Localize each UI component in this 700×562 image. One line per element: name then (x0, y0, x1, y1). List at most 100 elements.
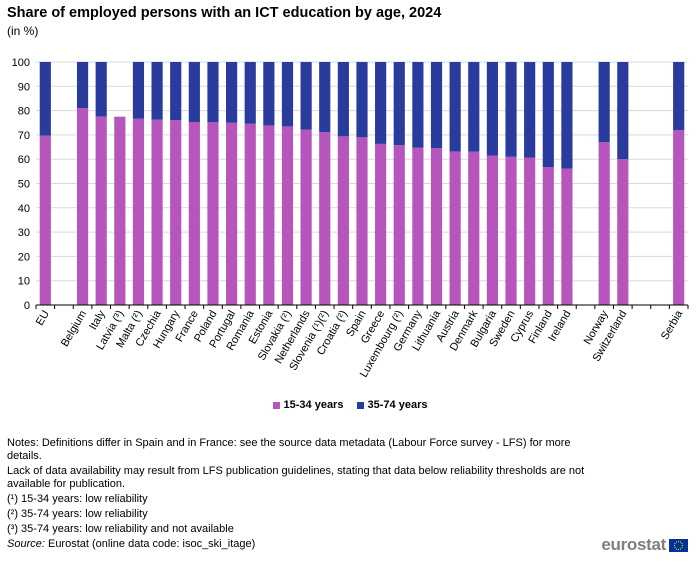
bar-15-34 (524, 157, 536, 305)
bar-15-34 (505, 156, 517, 305)
bar-15-34 (449, 151, 461, 305)
bar-15-34 (76, 108, 89, 305)
footnote-2: (²) 35-74 years: low reliability (7, 508, 148, 520)
bar-35-74 (673, 62, 685, 131)
y-tick-label: 90 (18, 81, 30, 93)
bar-35-74 (170, 62, 182, 121)
bar-15-34 (598, 142, 610, 305)
bar-15-34 (226, 122, 238, 305)
source-label: Source: (7, 538, 45, 550)
x-tick-label: EU (34, 308, 52, 327)
flag-star (677, 540, 680, 542)
bar-15-34 (281, 126, 294, 306)
bar-35-74 (468, 62, 480, 152)
bar-35-74 (244, 62, 256, 124)
flag-star (674, 542, 676, 544)
bar-15-34 (151, 119, 163, 305)
bar-15-34 (319, 132, 331, 305)
y-tick-label: 30 (18, 227, 30, 239)
y-tick-label: 80 (18, 106, 30, 118)
legend-label-35-74: 35-74 years (367, 399, 428, 411)
y-tick-label: 10 (18, 276, 30, 288)
bar-35-74 (337, 62, 349, 137)
bar-35-74 (486, 62, 498, 156)
eurostat-logo: eurostat (601, 535, 688, 555)
bar-35-74 (561, 62, 573, 169)
bar-15-34 (468, 151, 480, 305)
eu-flag-icon (669, 538, 688, 552)
bar-15-34 (561, 168, 573, 305)
bar-15-34 (375, 143, 387, 305)
bar-15-34 (132, 118, 145, 305)
legend-swatch-15-34 (272, 401, 280, 409)
eurostat-wordmark: eurostat (601, 535, 666, 554)
bar-35-74 (505, 62, 517, 157)
y-tick-label: 50 (18, 179, 30, 191)
bar-15-34 (207, 122, 219, 305)
flag-star (675, 547, 678, 550)
bar-15-34 (356, 137, 368, 305)
chart-title: Share of employed persons with an ICT ed… (7, 5, 442, 21)
chart-notes: Notes: Definitions differ in Spain and i… (7, 437, 597, 553)
bar-15-34 (300, 129, 312, 305)
note-definitions: Notes: Definitions differ in Spain and i… (7, 437, 571, 462)
bar-15-34 (244, 123, 256, 305)
bar-35-74 (412, 62, 424, 148)
y-tick-label: 40 (18, 203, 30, 215)
bar-35-74 (449, 62, 461, 152)
bar-35-74 (76, 62, 89, 109)
y-tick-label: 60 (18, 154, 30, 166)
y-tick-label: 0 (24, 300, 30, 312)
y-tick-label: 20 (18, 251, 30, 263)
bar-35-74 (319, 62, 331, 133)
x-tick-label: Serbia (659, 308, 686, 342)
bar-35-74 (263, 62, 275, 126)
flag-star (681, 542, 683, 544)
bar-35-74 (226, 62, 238, 123)
bar-35-74 (393, 62, 405, 146)
bar-15-34 (617, 159, 629, 305)
flag-star (679, 547, 682, 550)
bar-35-74 (375, 62, 387, 144)
bar-35-74 (617, 62, 629, 160)
source-text: Eurostat (online data code: isoc_ski_ita… (44, 538, 256, 550)
legend-label-15-34: 15-34 years (283, 399, 344, 411)
bar-35-74 (207, 62, 219, 123)
bar-35-74 (281, 62, 294, 127)
bar-15-34 (188, 122, 200, 305)
bar-35-74 (151, 62, 163, 120)
legend-item-35-74: 35-74 years (356, 399, 428, 411)
flag-star (681, 544, 684, 546)
bar-15-34 (542, 167, 554, 305)
note-availability: Lack of data availability may result fro… (7, 465, 585, 490)
bars (39, 62, 685, 306)
flag-star (679, 540, 682, 543)
bar-35-74 (524, 62, 536, 158)
legend-item-15-34: 15-34 years (272, 399, 344, 411)
bar-15-34 (39, 135, 51, 305)
bar-35-74 (542, 62, 554, 168)
bar-15-34 (393, 145, 405, 305)
bar-35-74 (132, 62, 145, 119)
bar-35-74 (95, 62, 107, 117)
x-tick-label: Belgium (59, 309, 89, 349)
flag-star (681, 546, 683, 548)
bar-15-34 (430, 148, 443, 305)
footnote-1: (¹) 15-34 years: low reliability (7, 493, 148, 505)
bar-35-74 (39, 62, 51, 136)
bar-15-34 (114, 116, 126, 305)
bar-15-34 (337, 136, 349, 305)
chart-legend: 15-34 years 35-74 years (0, 399, 700, 412)
flag-star (677, 548, 680, 550)
bar-35-74 (598, 62, 610, 143)
bar-15-34 (263, 125, 275, 305)
bar-15-34 (170, 120, 182, 306)
flag-star (675, 540, 678, 543)
legend-swatch-35-74 (356, 401, 364, 409)
bar-15-34 (412, 147, 424, 305)
source-line: Source: Eurostat (online data code: isoc… (7, 538, 597, 551)
flag-star (673, 544, 676, 546)
flag-star (674, 546, 676, 548)
